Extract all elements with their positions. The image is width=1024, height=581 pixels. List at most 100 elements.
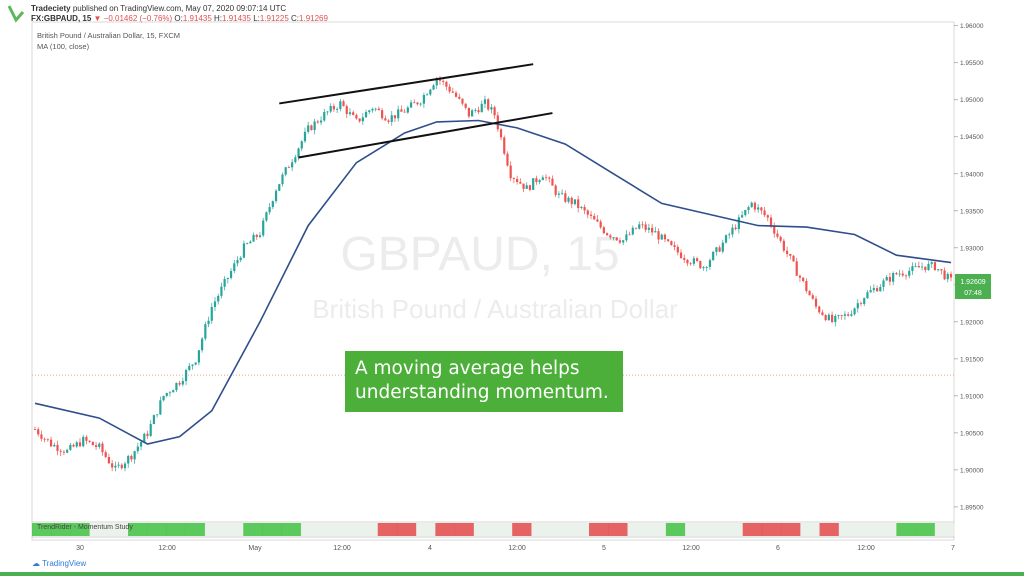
candle-body (271, 201, 274, 208)
candle-body (226, 277, 229, 279)
candle-body (139, 442, 143, 447)
y-tick-label: 1.93000 (960, 245, 984, 252)
x-tick-label: May (248, 545, 262, 552)
candle-body (814, 298, 818, 307)
candle-body (564, 193, 567, 202)
candle-body (220, 286, 223, 296)
candle-body (268, 207, 271, 213)
momentum-bar (800, 523, 820, 536)
high-label: H: (214, 14, 223, 23)
candle-body (695, 258, 699, 261)
candle-body (638, 224, 641, 229)
candle-body (904, 275, 908, 277)
indicator-label: TrendRider - Momentum Study (37, 524, 133, 531)
candle-body (599, 221, 602, 228)
candle-body (827, 314, 830, 321)
candle-body (458, 96, 461, 99)
symbol-label: FX:GBPAUD, 15 (31, 14, 92, 23)
candle-body (734, 227, 737, 230)
candle-body (802, 277, 805, 282)
footer-brand[interactable]: ☁ TradingView (32, 559, 86, 568)
candle-body (117, 464, 120, 466)
candle-body (75, 442, 78, 447)
candle-body (123, 463, 127, 469)
candle-body (522, 183, 525, 189)
candle-body (548, 177, 551, 179)
candle-body (634, 227, 638, 229)
candle-body (178, 382, 181, 385)
candle-body (474, 110, 477, 111)
channel-trendline (298, 112, 553, 159)
candle-body (49, 439, 53, 447)
candle-body (866, 292, 869, 299)
candle-body (66, 449, 69, 453)
candle-body (416, 102, 419, 105)
candle-body (483, 99, 487, 104)
candle-body (451, 91, 454, 93)
candle-body (159, 400, 162, 415)
momentum-bar (589, 523, 609, 536)
candle-body (834, 316, 837, 323)
x-tick-label: 12:00 (857, 545, 875, 552)
candle-body (824, 315, 827, 321)
candle-body (503, 137, 506, 154)
candle-body (583, 206, 586, 211)
candle-body (609, 235, 612, 238)
candle-body (461, 98, 464, 104)
candle-body (538, 180, 541, 183)
candle-body (82, 436, 85, 447)
candle-body (194, 362, 197, 365)
candle-body (181, 380, 184, 385)
callout-text: A moving average helps understanding mom… (355, 358, 609, 403)
candle-body (525, 185, 528, 189)
candle-body (593, 215, 596, 220)
y-tick-label: 1.92000 (960, 319, 984, 326)
candle-body (188, 365, 191, 371)
candle-body (387, 120, 390, 122)
candle-body (618, 240, 622, 243)
candle-body (432, 85, 435, 90)
candle-body (689, 263, 692, 265)
author-name[interactable]: Tradeciety (31, 4, 71, 13)
candle-body (246, 243, 249, 245)
candle-body (785, 250, 789, 254)
candle-body (120, 464, 123, 469)
candle-body (882, 280, 885, 287)
candle-body (429, 89, 432, 95)
candle-body (291, 162, 294, 168)
momentum-bar (416, 523, 436, 536)
candle-body (445, 81, 448, 87)
momentum-bar (761, 523, 782, 536)
candle-body (107, 456, 111, 464)
symbol-watermark: GBPAUD, 15 British Pound / Australian Do… (312, 228, 678, 324)
y-tick-label: 1.93500 (960, 208, 984, 215)
candle-body (43, 438, 46, 440)
candle-body (278, 184, 281, 191)
y-tick-label: 1.95500 (960, 60, 984, 67)
x-tick-label: 12:00 (333, 545, 351, 552)
candle-body (403, 111, 406, 113)
ma-legend[interactable]: MA (100, close) (37, 42, 90, 51)
candle-body (413, 102, 416, 104)
candle-body (702, 267, 705, 269)
momentum-bar (224, 523, 244, 536)
candle-body (570, 197, 573, 205)
candle-body (673, 245, 676, 247)
candle-body (721, 242, 724, 252)
candle-body (644, 224, 647, 230)
candle-body (210, 307, 213, 321)
candle-body (628, 234, 631, 236)
candle-body (223, 278, 226, 287)
candle-body (168, 392, 172, 394)
candle-body (464, 103, 467, 108)
candle-body (442, 80, 445, 82)
momentum-bar (454, 523, 475, 536)
candle-body (869, 290, 872, 293)
y-tick-label: 1.89500 (960, 504, 984, 511)
candle-body (384, 118, 387, 121)
candle-body (62, 451, 66, 453)
cloud-icon: ☁ (32, 559, 40, 568)
x-tick-label: 4 (428, 545, 432, 552)
momentum-bar (665, 523, 686, 536)
momentum-bar (262, 523, 283, 536)
